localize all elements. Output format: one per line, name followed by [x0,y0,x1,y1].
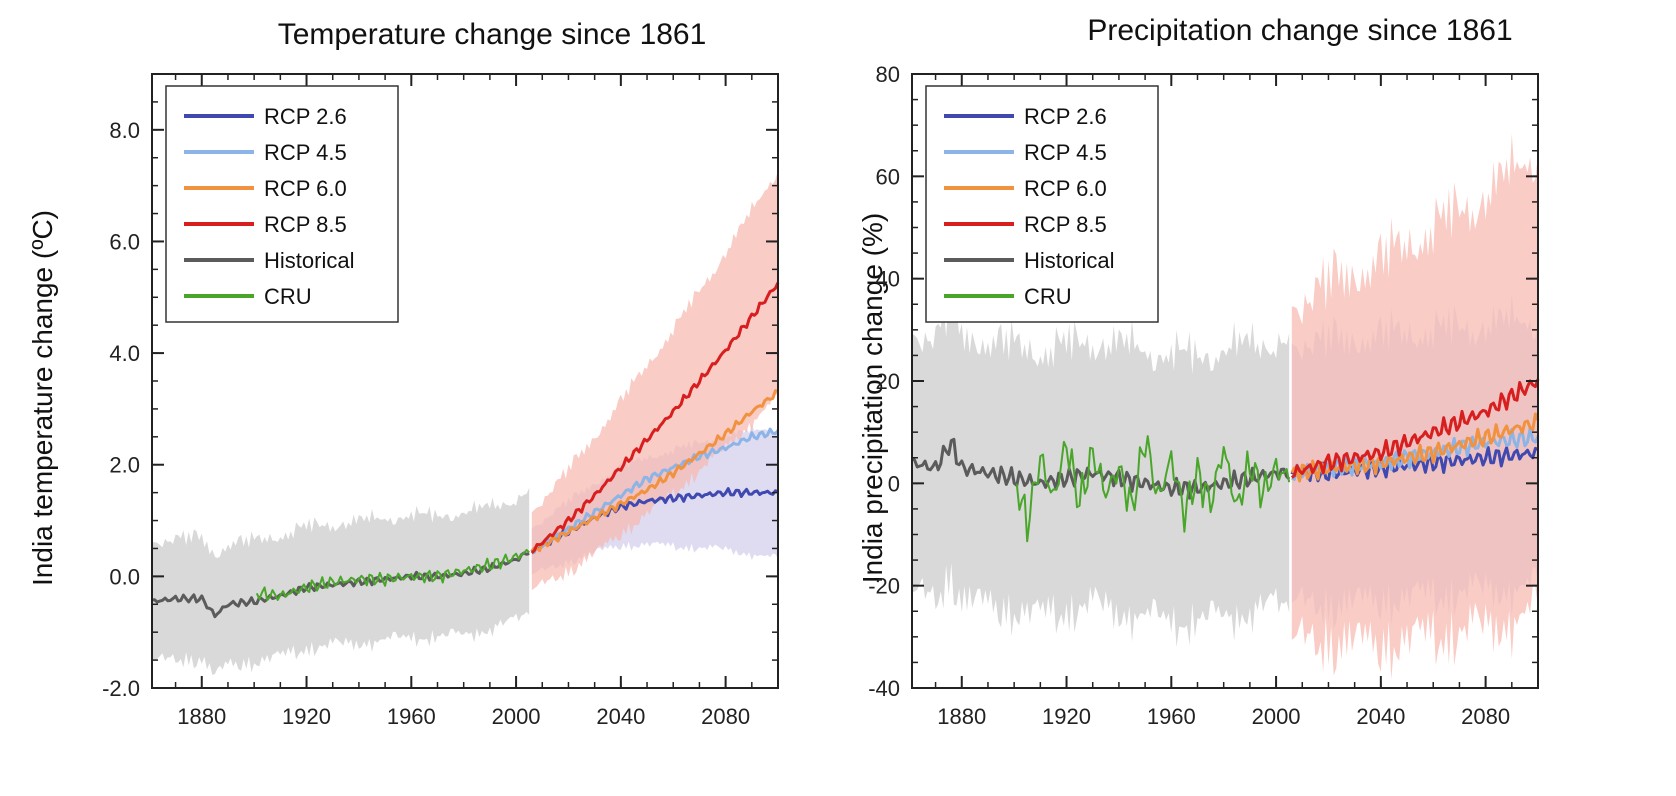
legend-label: Historical [264,248,354,273]
x-tick-label: 2080 [1461,704,1510,729]
cru-line [1015,435,1291,543]
y-tick-label: -2.0 [102,676,140,701]
temperature-axes: -2.0 0.0 2.0 4.0 6.0 8.0 1880 1920 1960 2000 2040 2… [102,73,779,729]
legend-box [925,85,1159,323]
y-tick-label: 40 [876,267,900,292]
y-tick-label: -20 [868,574,900,599]
temperature-title: Temperature change since 1861 [278,18,707,51]
legend-label: RCP 8.5 [264,212,347,237]
legend-label: CRU [1024,284,1072,309]
x-tick-label: 1880 [177,704,226,729]
precipitation-title: Precipitation change since 1861 [1087,14,1512,47]
y-tick-label: -40 [868,676,900,701]
precipitation-series-lines [911,378,1540,543]
x-tick-label: 1920 [282,704,331,729]
temperature-panel: Temperature change since 1861 India temp… [27,18,780,729]
rcp-8-5-line [1290,378,1540,479]
precipitation-ylabel: India precipitation change (%) [857,213,888,583]
cru-line [255,548,530,602]
x-tick-label: 2080 [701,704,750,729]
y-tick-label: 60 [876,164,900,189]
rcp-4-5-line [1291,427,1540,481]
x-tick-label: 1880 [937,704,986,729]
y-tick-label: 80 [876,62,900,87]
y-tick-label: 8.0 [109,118,140,143]
legend-label: RCP 2.6 [1024,104,1107,129]
x-tick-label: 1960 [387,704,436,729]
y-tick-label: 20 [876,369,900,394]
x-tick-label: 1920 [1042,704,1091,729]
temperature-ylabel: India temperature change (ºC) [27,210,58,586]
precipitation-panel: Precipitation change since 1861 India pr… [857,14,1540,729]
y-tick-label: 2.0 [109,453,140,478]
x-tick-label: 2040 [1356,704,1405,729]
rcp85-range-band [1291,133,1538,680]
y-tick-label: 4.0 [109,341,140,366]
legend-label: CRU [264,284,312,309]
x-tick-label: 1960 [1147,704,1196,729]
rcp-6-0-line [530,389,779,553]
rcp-8-5-line [530,281,780,555]
y-tick-label: 0 [888,471,900,496]
legend-label: RCP 2.6 [264,104,347,129]
legend-label: RCP 6.0 [1024,176,1107,201]
rcp85-range-band [531,170,778,591]
x-tick-label: 2000 [1252,704,1301,729]
legend-box [165,85,399,323]
y-tick-label: 6.0 [109,229,140,254]
historical-line [151,551,530,619]
y-tick-label: 0.0 [109,564,140,589]
legend-label: Historical [1024,248,1114,273]
legend-label: RCP 4.5 [264,140,347,165]
temperature-legend: RCP 2.6 RCP 4.5 RCP 6.0 RCP 8.5 Historical CR… [165,85,399,323]
legend-label: RCP 6.0 [264,176,347,201]
legend-label: RCP 4.5 [1024,140,1107,165]
x-tick-label: 2040 [596,704,645,729]
temperature-series-lines [151,281,780,619]
precipitation-legend: RCP 2.6 RCP 4.5 RCP 6.0 RCP 8.5 Historical CR… [925,85,1159,323]
x-tick-label: 2000 [492,704,541,729]
legend-label: RCP 8.5 [1024,212,1107,237]
